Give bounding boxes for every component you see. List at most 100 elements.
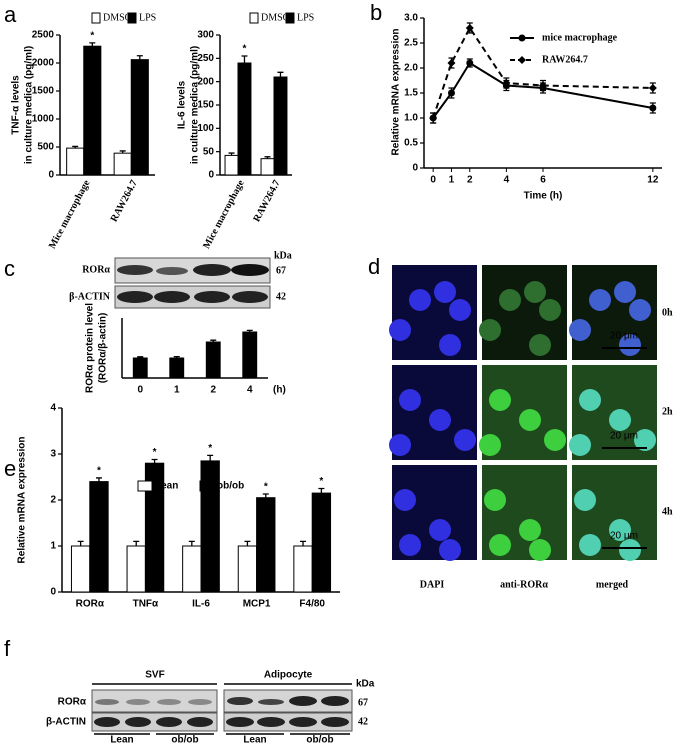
y-axis-label: IL-6 levels xyxy=(177,80,188,129)
cell xyxy=(629,299,651,321)
error-bar xyxy=(151,458,158,464)
band xyxy=(126,699,150,705)
column-label: merged xyxy=(596,579,629,590)
band xyxy=(125,717,151,727)
y-tick-label: 2.5 xyxy=(404,38,418,49)
y-tick-label: 3.0 xyxy=(404,13,418,24)
y-tick-label: 250 xyxy=(197,53,214,64)
cell xyxy=(399,389,421,411)
cell xyxy=(429,519,451,541)
error-bar xyxy=(210,339,217,342)
y-axis-label: in culture medica (pg/ml) xyxy=(190,46,201,164)
blot-f: SVF Adipocyte RORα β-ACTIN kDa 67 42 Lea… xyxy=(46,670,375,746)
legend-label: LPS xyxy=(297,12,314,23)
row-label: 4h xyxy=(662,506,673,517)
significance: * xyxy=(264,482,268,493)
blot-row-label: β-ACTIN xyxy=(46,717,86,728)
error-bar xyxy=(244,540,251,546)
bar xyxy=(66,147,85,176)
bar xyxy=(70,545,91,593)
row-label: 0h xyxy=(662,307,673,318)
cell xyxy=(484,489,506,511)
y-tick-label: 4 xyxy=(50,403,56,414)
cell xyxy=(524,281,546,303)
y-tick-label: 1 xyxy=(50,541,56,552)
cell xyxy=(479,434,501,456)
point xyxy=(465,24,474,32)
y-tick-label: 0 xyxy=(412,163,418,174)
band xyxy=(94,717,120,727)
error-bar xyxy=(136,55,143,60)
cell xyxy=(619,334,641,356)
blot-strip xyxy=(223,712,353,732)
panel-letter: e xyxy=(4,456,16,481)
legend-swatch xyxy=(199,480,215,492)
lane-label: Lean xyxy=(243,735,266,744)
cell xyxy=(389,434,411,456)
error-bar xyxy=(72,145,79,149)
x-tick-label: TNFα xyxy=(133,599,159,610)
kda: 67 xyxy=(358,697,368,708)
line xyxy=(432,26,653,119)
error-bar xyxy=(119,150,126,154)
cell xyxy=(519,409,541,431)
blot-row-label: β-ACTIN xyxy=(69,291,111,302)
band xyxy=(156,717,182,727)
legend-label: DMSO xyxy=(261,12,290,23)
y-tick-label: 150 xyxy=(197,100,214,111)
y-tick-label: 1500 xyxy=(32,86,55,97)
band xyxy=(258,699,284,705)
panel-letter: b xyxy=(370,0,382,25)
significance: * xyxy=(90,30,94,41)
error-bar xyxy=(188,540,195,546)
legend-label: DMSO xyxy=(103,12,132,23)
error-bar xyxy=(77,540,84,546)
bar xyxy=(113,152,132,176)
y-tick-label: 200 xyxy=(197,76,214,87)
band xyxy=(194,291,230,303)
y-tick-label: 300 xyxy=(197,30,214,41)
error-bar xyxy=(133,540,140,546)
kda: 42 xyxy=(276,291,286,302)
y-tick-label: 1.5 xyxy=(404,88,418,99)
band xyxy=(157,699,181,705)
point xyxy=(502,79,511,87)
x-unit: (h) xyxy=(273,385,286,396)
significance: * xyxy=(243,44,247,55)
x-tick-label: 12 xyxy=(647,175,659,186)
x-tick-label: 6 xyxy=(540,175,546,186)
x-tick-label: RORα xyxy=(76,599,105,610)
y-tick-label: 100 xyxy=(197,123,214,134)
point xyxy=(649,104,657,112)
significance: * xyxy=(153,447,157,458)
point xyxy=(429,114,438,122)
legend-label: ob/ob xyxy=(217,481,244,492)
bar xyxy=(130,59,149,176)
cell xyxy=(569,319,591,341)
x-tick-label: 1 xyxy=(449,175,455,186)
legend-swatch xyxy=(137,480,153,492)
error-bar xyxy=(137,356,144,358)
cell xyxy=(589,289,611,311)
blot-strip xyxy=(114,285,271,309)
panel-letter: d xyxy=(368,254,380,279)
cell xyxy=(609,519,631,541)
y-axis-label: Relative mRNA expression xyxy=(17,437,28,564)
point xyxy=(539,81,547,90)
cell xyxy=(539,299,561,321)
y-tick-label: 2000 xyxy=(32,58,55,69)
group-label: Adipocyte xyxy=(264,670,313,681)
bar xyxy=(169,357,185,379)
y-tick-label: 2500 xyxy=(32,30,55,41)
x-axis-label: Time (h) xyxy=(524,191,563,202)
x-tick-label: 2 xyxy=(467,175,473,186)
legend-swatch xyxy=(249,12,259,24)
error-bar xyxy=(264,156,271,159)
cell xyxy=(569,434,591,456)
y-tick-label: 3 xyxy=(50,449,56,460)
x-tick-label: 2 xyxy=(210,385,216,396)
lane-label: Lean xyxy=(110,735,133,744)
y-tick-label: 0 xyxy=(50,587,56,598)
band xyxy=(188,699,212,705)
cell xyxy=(519,519,541,541)
